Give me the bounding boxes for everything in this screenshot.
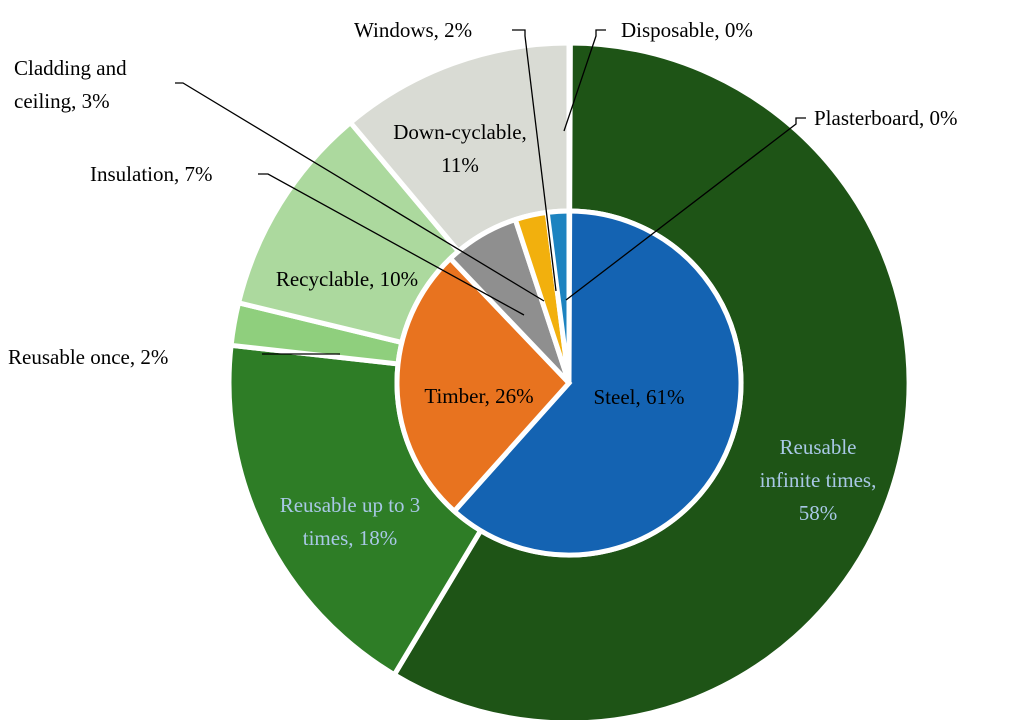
data-labels: Reusable infinite times, 58% Reusable up to… xyxy=(8,18,957,550)
leader-line-insulation xyxy=(258,173,525,316)
outer-label-down-cyclable: Down-cyclable, 11% xyxy=(393,120,527,177)
inner-slice-timber xyxy=(394,254,573,515)
inner-label-timber: Timber, 26% xyxy=(424,384,533,408)
outer-label-reusable-infinite-times: Reusable infinite times, 58% xyxy=(760,435,877,525)
outer-label-disposable: Disposable, 0% xyxy=(621,18,753,42)
leader-line-windows xyxy=(512,29,557,292)
outer-label-recyclable: Recyclable, 10% xyxy=(276,267,418,291)
inner-label-cladding-and-ceiling: Cladding and ceiling, 3% xyxy=(14,56,127,113)
outer-label-reusable-up-to-3-times: Reusable up to 3 times, 18% xyxy=(280,493,421,550)
inner-label-windows: Windows, 2% xyxy=(354,18,472,42)
inner-ring xyxy=(394,208,744,558)
inner-label-insulation: Insulation, 7% xyxy=(90,162,212,186)
outer-slice-disposable xyxy=(566,40,573,214)
outer-label-reusable-once: Reusable once, 2% xyxy=(8,345,168,369)
inner-label-plasterboard: Plasterboard, 0% xyxy=(814,106,957,130)
leader-lines xyxy=(175,29,806,355)
inner-slice-steel xyxy=(450,208,744,558)
leader-line-plasterboard xyxy=(565,117,806,301)
leader-line-disposable xyxy=(563,29,606,132)
leader-line-cladding xyxy=(175,82,545,302)
inner-label-steel: Steel, 61% xyxy=(594,385,685,409)
